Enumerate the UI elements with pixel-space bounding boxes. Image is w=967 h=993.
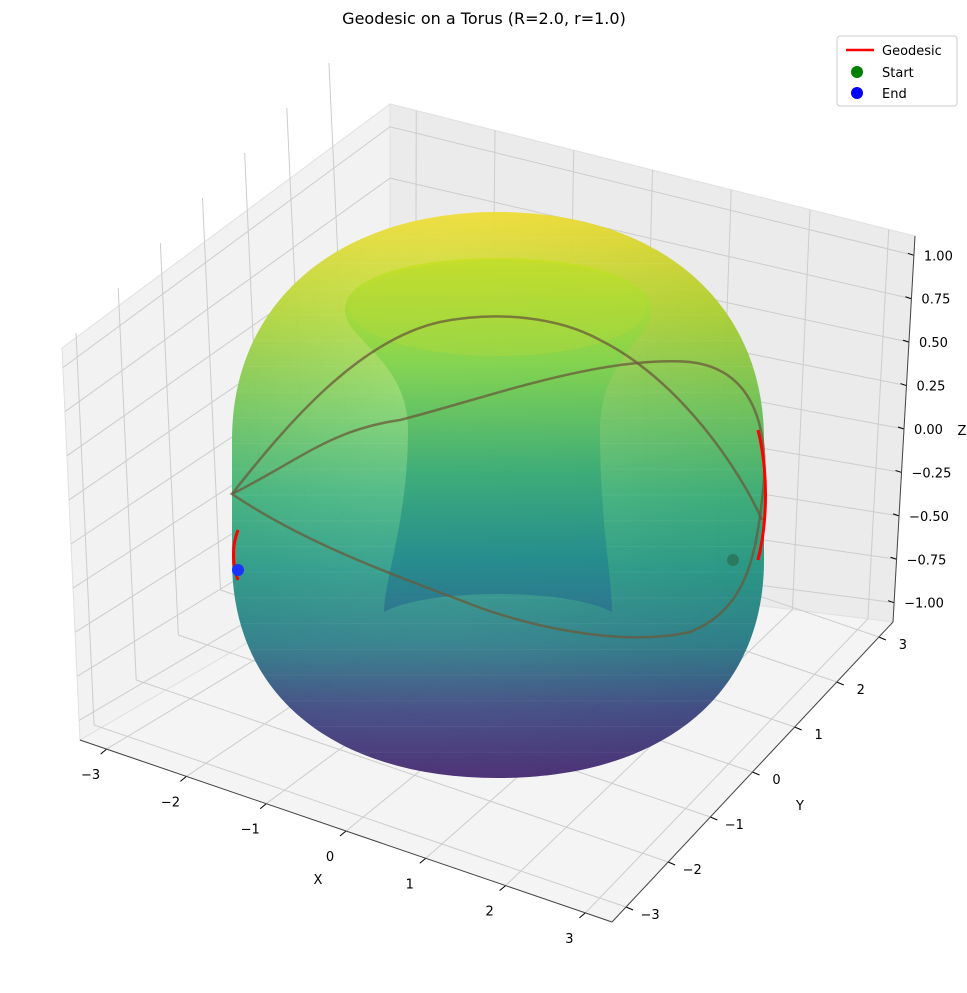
z-tick-mark xyxy=(897,426,905,430)
geodesic-start-marker xyxy=(727,554,739,566)
torus-hole xyxy=(345,258,651,612)
grid-y-floor xyxy=(93,724,627,908)
legend-start-marker xyxy=(851,66,863,78)
z-tick-label: 1.00 xyxy=(924,249,953,264)
y-tick-label: 1 xyxy=(815,728,823,743)
z-tick-mark xyxy=(895,469,902,473)
grid-y-wall xyxy=(75,332,95,726)
grid-z-left xyxy=(62,126,391,369)
z-tick-mark xyxy=(900,383,907,387)
x-tick-label: −3 xyxy=(81,768,100,783)
geodesic-path-front xyxy=(231,315,764,521)
y-tick-mark xyxy=(878,636,887,641)
legend-start-label: Start xyxy=(882,66,914,81)
torus-surface xyxy=(230,212,766,778)
z-tick-label: 0.00 xyxy=(914,423,943,438)
z-axis-label: Z xyxy=(958,424,967,439)
geodesic-edge-right xyxy=(756,429,767,561)
geodesic-edge-left xyxy=(232,529,240,581)
grid-z-right xyxy=(389,126,915,256)
grid-y-floor xyxy=(136,679,669,863)
x-tick-mark xyxy=(579,912,586,919)
chart-title: Geodesic on a Torus (R=2.0, r=1.0) xyxy=(342,9,626,28)
y-tick-mark xyxy=(625,906,634,911)
x-tick-mark xyxy=(180,776,187,782)
x-tick-label: −2 xyxy=(161,795,180,810)
x-tick-label: 3 xyxy=(565,932,573,947)
z-tick-label: 0.50 xyxy=(919,336,948,351)
z-tick-mark xyxy=(890,556,897,560)
grid-z-left xyxy=(64,177,391,413)
y-tick-mark xyxy=(710,816,718,821)
z-tick-label: −0.75 xyxy=(907,553,947,568)
x-tick-mark xyxy=(419,857,427,864)
y-tick-mark xyxy=(752,771,760,776)
x-tick-mark xyxy=(100,748,107,755)
y-tick-mark xyxy=(794,726,802,731)
x-tick-mark xyxy=(499,885,506,891)
x-tick-label: 0 xyxy=(326,850,334,865)
x-tick-mark xyxy=(339,830,347,837)
legend-geodesic-label: Geodesic xyxy=(882,44,942,59)
geodesic-end-marker xyxy=(232,564,244,576)
y-tick-label: −2 xyxy=(683,863,702,878)
x-tick-mark xyxy=(259,803,267,810)
geodesic-path-back xyxy=(229,360,766,639)
z-tick-mark xyxy=(902,339,910,343)
y-tick-label: 3 xyxy=(899,638,907,653)
geodesic-curve xyxy=(229,315,767,639)
grid-y-wall xyxy=(202,197,221,591)
z-tick-mark xyxy=(887,600,895,604)
y-tick-mark xyxy=(836,681,844,686)
x-tick-label: 1 xyxy=(406,877,414,892)
legend-end-label: End xyxy=(882,87,907,102)
x-axis-label: X xyxy=(314,873,323,888)
hole-rim xyxy=(350,260,646,356)
y-tick-label: 2 xyxy=(857,683,865,698)
y-tick-label: −1 xyxy=(725,818,744,833)
z-tick-mark xyxy=(905,296,912,300)
x-axis-line xyxy=(79,739,613,923)
grid-x-floor xyxy=(505,609,793,886)
z-tick-label: −1.00 xyxy=(904,597,944,612)
x-tick-label: −1 xyxy=(241,823,260,838)
x-tick-label: 2 xyxy=(485,905,493,920)
grid-y-wall xyxy=(117,287,137,681)
y-axis-line xyxy=(611,621,894,923)
legend-box xyxy=(836,35,958,107)
z-tick-label: −0.50 xyxy=(909,510,949,525)
axis-ticks: −3 −2 −1 0 1 2 3 −3 −2 −1 0 1 2 3 −1.00 −0.75 −0.50 −0.25… xyxy=(79,235,953,947)
z-tick-label: 0.75 xyxy=(921,293,950,308)
z-tick-label: −0.25 xyxy=(912,466,952,481)
y-tick-label: 0 xyxy=(772,773,780,788)
z-tick-label: 0.25 xyxy=(916,380,945,395)
grid-z-right xyxy=(389,177,912,300)
y-tick-label: −3 xyxy=(640,908,659,923)
grid-x-floor xyxy=(585,618,869,914)
z-tick-mark xyxy=(892,513,900,517)
y-tick-mark xyxy=(668,861,676,866)
legend-end-marker xyxy=(851,87,863,99)
legend: Geodesic Start End xyxy=(836,35,958,107)
z-axis-line xyxy=(892,235,916,623)
y-axis-label: Y xyxy=(795,799,804,814)
z-tick-mark xyxy=(907,252,915,256)
